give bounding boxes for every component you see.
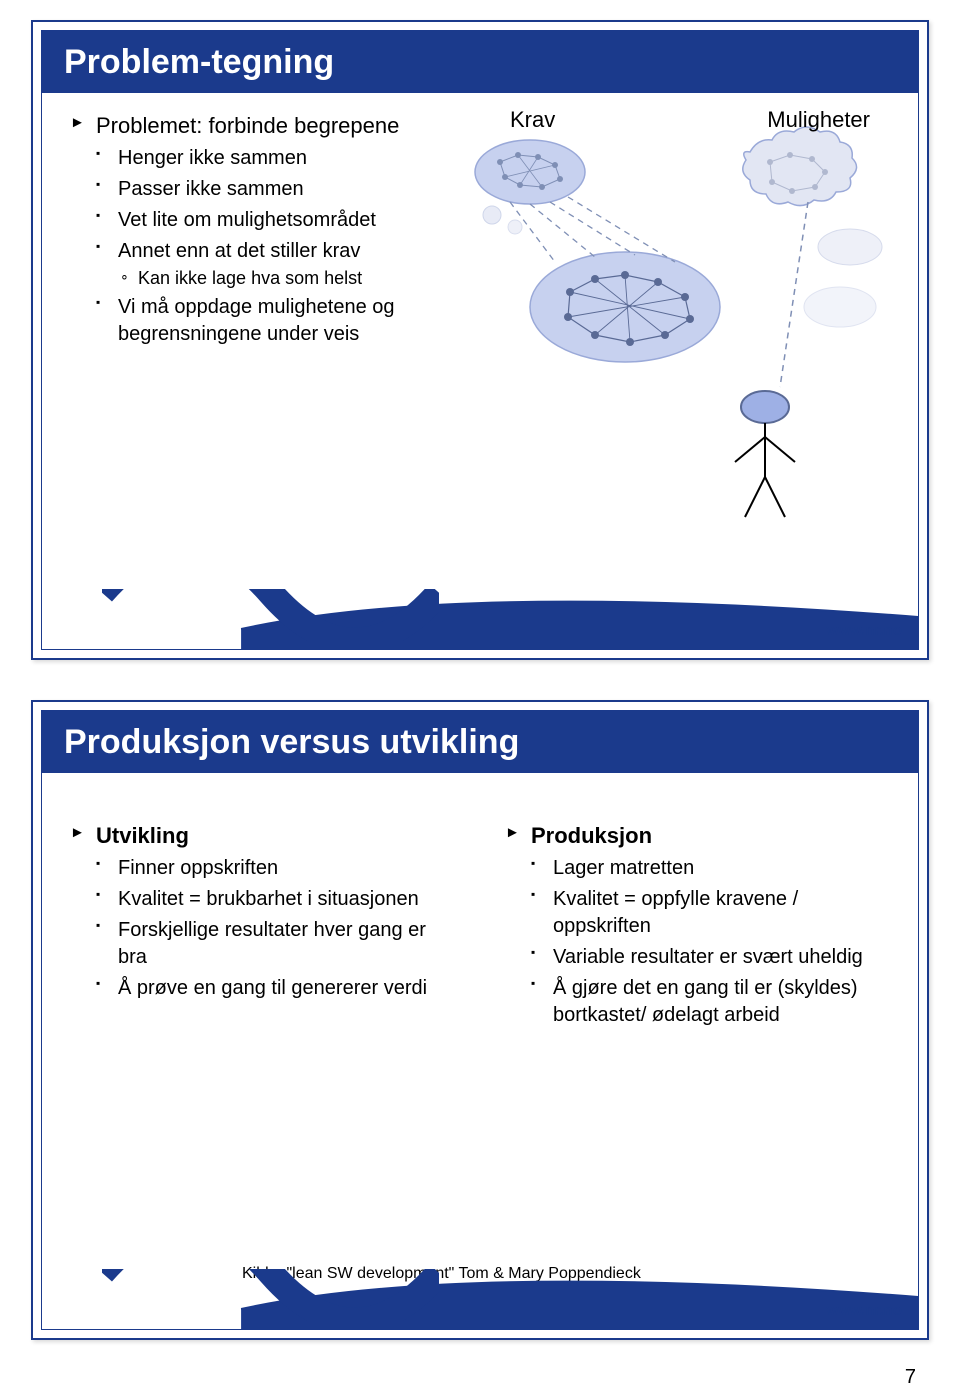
bullet-l2: Finner oppskriften	[96, 855, 455, 882]
bullet-l1: Problemet: forbinde begrepene Henger ikk…	[70, 111, 470, 348]
logo-wave-icon	[102, 589, 439, 641]
bullet-text: Finner oppskriften	[118, 857, 278, 879]
slide-footer: NR Norsk Regnesentral NORWEGIAN COMPUTIN…	[42, 589, 918, 649]
bullet-text: Kan ikke lage hva som helst	[138, 268, 362, 288]
bullet-l2: Å prøve en gang til genererer verdi	[96, 975, 455, 1002]
page-number: 7	[905, 1366, 916, 1389]
bullet-l2: Kvalitet = oppfylle kravene / oppskrifte…	[531, 886, 890, 940]
bullet-text: Å prøve en gang til genererer verdi	[118, 977, 427, 999]
bullet-text: Variable resultater er svært uheldig	[553, 946, 863, 968]
bullet-text: Vi må oppdage mulighetene og begrensning…	[118, 296, 395, 345]
bullet-text: Annet enn at det stiller krav	[118, 240, 360, 262]
nr-logo: NR Norsk Regnesentral NORWEGIAN COMPUTIN…	[54, 1269, 534, 1321]
bullet-l2: Forskjellige resultater hver gang er bra	[96, 917, 455, 971]
diagram-label-muligheter: Muligheter	[767, 107, 870, 133]
heading-text: Utvikling	[96, 823, 189, 848]
bullet-text: Vet lite om mulighetsområdet	[118, 209, 376, 231]
bullet-l2: Annet enn at det stiller krav Kan ikke l…	[96, 238, 470, 290]
slide-title: Produksjon versus utvikling	[64, 723, 519, 762]
slide-1: Problem-tegning Problemet: forbinde begr…	[31, 20, 929, 660]
bullet-text: Henger ikke sammen	[118, 147, 307, 169]
bullet-l2: Passer ikke sammen	[96, 176, 470, 203]
slide-inner: Produksjon versus utvikling Utvikling Fi…	[41, 710, 919, 1330]
slide-title: Problem-tegning	[64, 43, 334, 82]
bullet-l2: Henger ikke sammen	[96, 145, 470, 172]
footer-url: www.nr.no	[827, 1302, 902, 1319]
bullet-l2: Variable resultater er svært uheldig	[531, 944, 890, 971]
bullet-l2: Vi må oppdage mulighetene og begrensning…	[96, 294, 470, 348]
title-bar: Produksjon versus utvikling	[42, 711, 918, 773]
bullet-l3: Kan ikke lage hva som helst	[118, 267, 470, 290]
bullet-l2: Å gjøre det en gang til er (skyldes) bor…	[531, 975, 890, 1029]
bullet-l2: Lager matretten	[531, 855, 890, 882]
problem-diagram: Krav Muligheter	[460, 107, 890, 527]
footer-url: www.nr.no	[827, 622, 902, 639]
slide-2: Produksjon versus utvikling Utvikling Fi…	[31, 700, 929, 1340]
heading-text: Produksjon	[531, 823, 652, 848]
slide2-content: Utvikling Finner oppskriften Kvalitet = …	[70, 821, 890, 1259]
nr-logo: NR Norsk Regnesentral NORWEGIAN COMPUTIN…	[54, 589, 534, 641]
logo-wave-icon	[102, 1269, 439, 1321]
title-bar: Problem-tegning	[42, 31, 918, 93]
col-heading: Produksjon Lager matretten Kvalitet = op…	[505, 821, 890, 1029]
diagram-svg	[460, 107, 890, 527]
bullet-text: Kvalitet = brukbarhet i situasjonen	[118, 888, 419, 910]
slide-footer: NR Norsk Regnesentral NORWEGIAN COMPUTIN…	[42, 1269, 918, 1329]
slide-inner: Problem-tegning Problemet: forbinde begr…	[41, 30, 919, 650]
bullet-text: Kvalitet = oppfylle kravene / oppskrifte…	[553, 888, 798, 937]
bullet-l2: Vet lite om mulighetsområdet	[96, 207, 470, 234]
bullet-text: Forskjellige resultater hver gang er bra	[118, 919, 426, 968]
bullet-text: Problemet: forbinde begrepene	[96, 113, 399, 138]
col-heading: Utvikling Finner oppskriften Kvalitet = …	[70, 821, 455, 1002]
bullet-text: Å gjøre det en gang til er (skyldes) bor…	[553, 977, 858, 1026]
column-produksjon: Produksjon Lager matretten Kvalitet = op…	[505, 821, 890, 1035]
bullet-text: Passer ikke sammen	[118, 178, 304, 200]
bullet-l2: Kvalitet = brukbarhet i situasjonen	[96, 886, 455, 913]
diagram-label-krav: Krav	[510, 107, 555, 133]
bullet-text: Lager matretten	[553, 857, 694, 879]
column-utvikling: Utvikling Finner oppskriften Kvalitet = …	[70, 821, 455, 1035]
